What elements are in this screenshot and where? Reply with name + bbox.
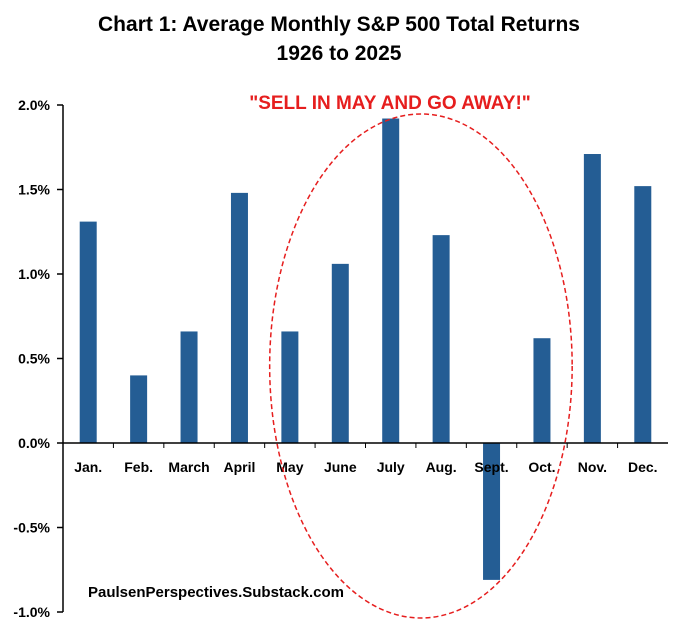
x-tick-label: April — [224, 459, 256, 475]
x-tick-label: Aug. — [426, 459, 457, 475]
bar-april — [230, 192, 248, 443]
annotation-ellipse — [268, 113, 573, 619]
bar-may — [281, 331, 299, 443]
bar-jan — [79, 221, 97, 443]
y-tick-label: 0.0% — [18, 435, 50, 451]
chart-title-line-1: Chart 1: Average Monthly S&P 500 Total R… — [98, 13, 580, 36]
y-tick-label: -0.5% — [13, 520, 50, 536]
x-tick-label: July — [377, 459, 405, 475]
bar-june — [331, 263, 349, 443]
bar-oct — [533, 338, 551, 443]
x-tick-label: Oct. — [528, 459, 555, 475]
y-tick-label: 1.0% — [18, 266, 50, 282]
x-tick-label: March — [168, 459, 209, 475]
source-label: PaulsenPerspectives.Substack.com — [88, 584, 344, 601]
y-tick-label: -1.0% — [13, 604, 50, 620]
bar-march — [180, 331, 198, 443]
x-axis: Jan. Feb. March April May June July Aug. Sept. Oc… — [63, 442, 668, 475]
x-tick-label: Sept. — [474, 459, 508, 475]
y-tick-label: 1.5% — [18, 182, 50, 198]
annotation-label: "SELL IN MAY AND GO AWAY!" — [249, 93, 531, 114]
bar-aug — [432, 235, 450, 443]
y-axis: 2.0% 1.5% 1.0% 0.5% 0.0% -0.5% -1.0% — [13, 97, 64, 620]
x-tick-label: Nov. — [578, 459, 607, 475]
chart-title-line-2: 1926 to 2025 — [276, 42, 402, 65]
y-tick-label: 2.0% — [18, 97, 50, 113]
bars — [79, 118, 652, 580]
bar-sept — [483, 443, 501, 580]
bar-dec — [634, 186, 652, 443]
bar-july — [382, 118, 400, 444]
bar-feb — [130, 375, 148, 443]
x-tick-label: Jan. — [74, 459, 102, 475]
y-tick-label: 0.5% — [18, 351, 50, 367]
chart-title: Chart 1: Average Monthly S&P 500 Total R… — [0, 10, 678, 68]
annotation: "SELL IN MAY AND GO AWAY!" — [249, 93, 573, 619]
x-tick-label: Dec. — [628, 459, 658, 475]
x-tick-label: June — [324, 459, 357, 475]
bar-nov — [583, 154, 601, 443]
x-tick-label: Feb. — [124, 459, 153, 475]
